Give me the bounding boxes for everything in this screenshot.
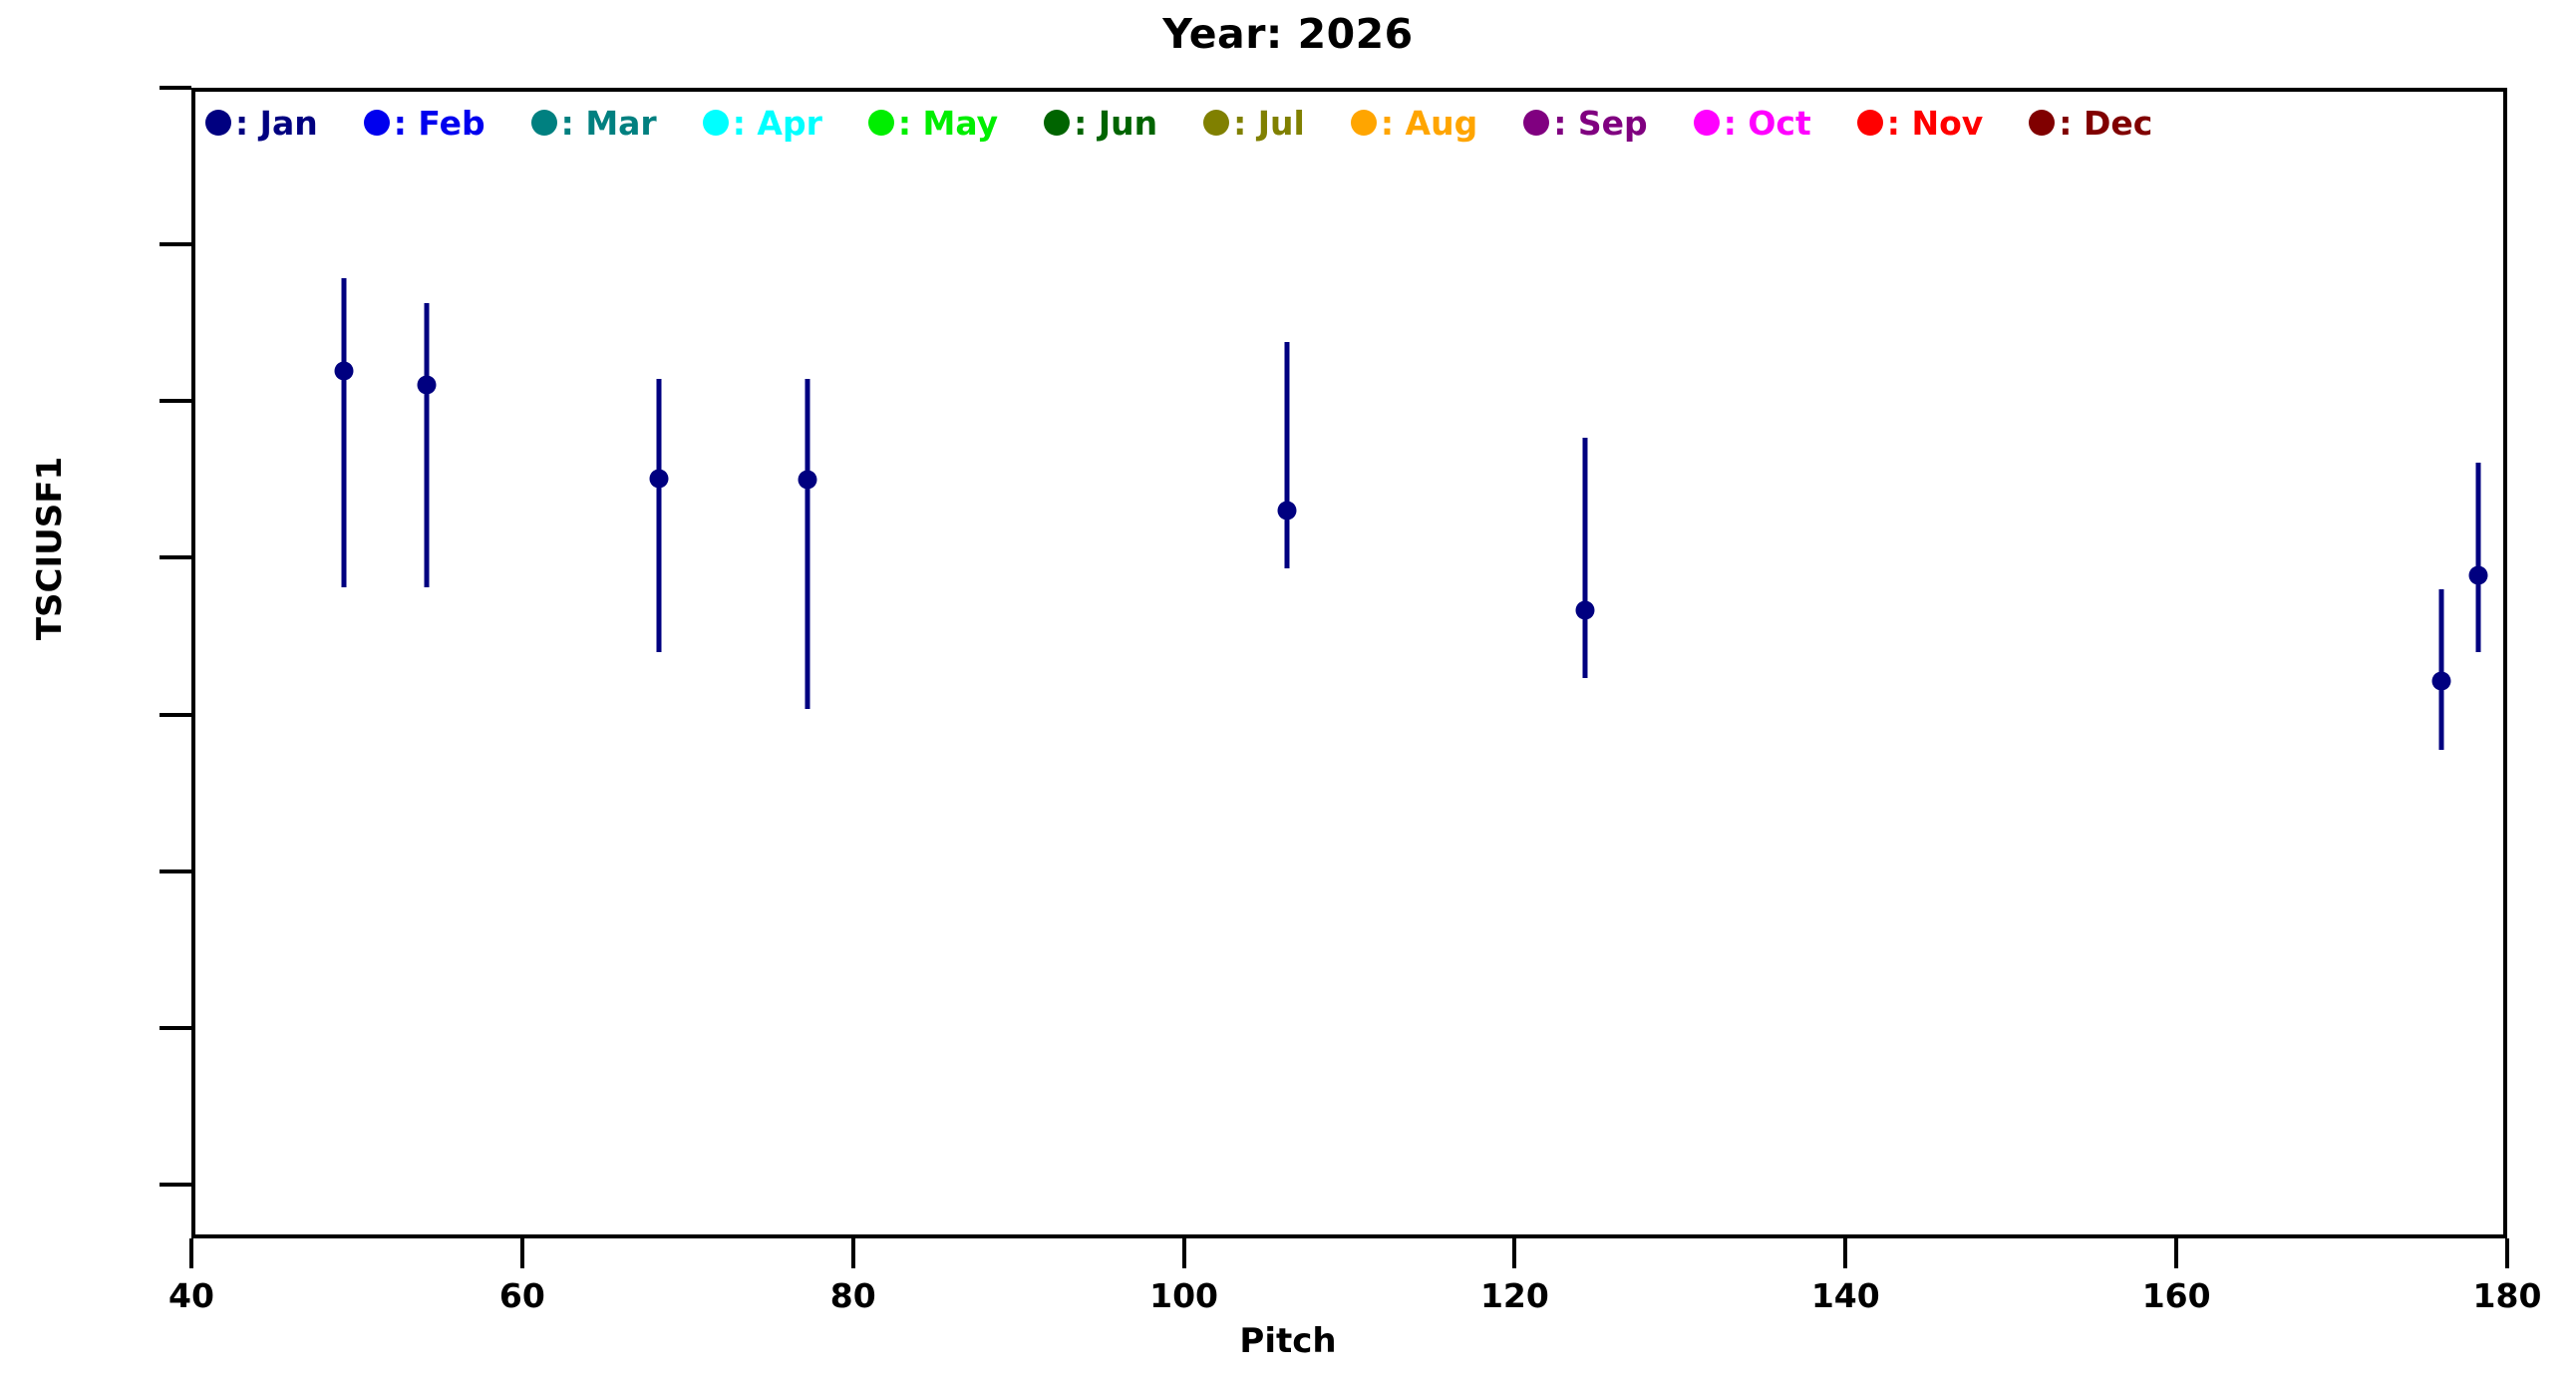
x-tick-label: 100: [1149, 1276, 1218, 1315]
error-bar: [2438, 588, 2444, 750]
data-point-marker: [1277, 501, 1297, 520]
x-tick-mark: [1181, 1238, 1186, 1268]
y-tick-mark: [160, 242, 191, 247]
x-tick-label: 40: [168, 1276, 214, 1315]
error-bar: [656, 378, 662, 652]
x-tick-label: 60: [498, 1276, 545, 1315]
x-tick-label: 180: [2472, 1276, 2542, 1315]
data-point-marker: [649, 469, 669, 489]
data-point-marker: [2431, 671, 2451, 691]
x-axis-label: Pitch: [1239, 1321, 1337, 1361]
data-point-marker: [2468, 565, 2488, 585]
x-tick-label: 80: [829, 1276, 876, 1315]
y-tick-mark: [160, 1025, 191, 1030]
x-tick-mark: [850, 1238, 855, 1268]
error-bar: [1582, 438, 1588, 678]
x-tick-mark: [1512, 1238, 1517, 1268]
error-bar: [1284, 342, 1290, 569]
y-tick-mark: [160, 1183, 191, 1187]
x-tick-label: 120: [1479, 1276, 1549, 1315]
y-tick-mark: [160, 86, 191, 90]
y-tick-mark: [160, 399, 191, 404]
error-bar: [2475, 463, 2481, 652]
x-tick-mark: [519, 1238, 524, 1268]
chart-title: Year: 2026: [1162, 10, 1414, 58]
x-tick-mark: [2174, 1238, 2179, 1268]
data-point-marker: [798, 470, 817, 490]
error-bar: [341, 278, 347, 587]
x-tick-mark: [189, 1238, 193, 1268]
x-tick-label: 140: [1810, 1276, 1880, 1315]
y-tick-mark: [160, 555, 191, 560]
y-tick-mark: [160, 868, 191, 873]
error-bar: [805, 379, 810, 710]
data-layer: [195, 92, 2503, 1234]
x-tick-mark: [2505, 1238, 2509, 1268]
error-bar: [424, 303, 430, 587]
data-point-marker: [1575, 600, 1595, 620]
x-tick-label: 160: [2141, 1276, 2211, 1315]
y-tick-mark: [160, 712, 191, 717]
y-axis-label: TSCIUSF1: [30, 456, 70, 641]
x-tick-mark: [1843, 1238, 1848, 1268]
data-point-marker: [417, 375, 437, 395]
plot-area: [191, 88, 2507, 1238]
data-point-marker: [334, 361, 354, 381]
